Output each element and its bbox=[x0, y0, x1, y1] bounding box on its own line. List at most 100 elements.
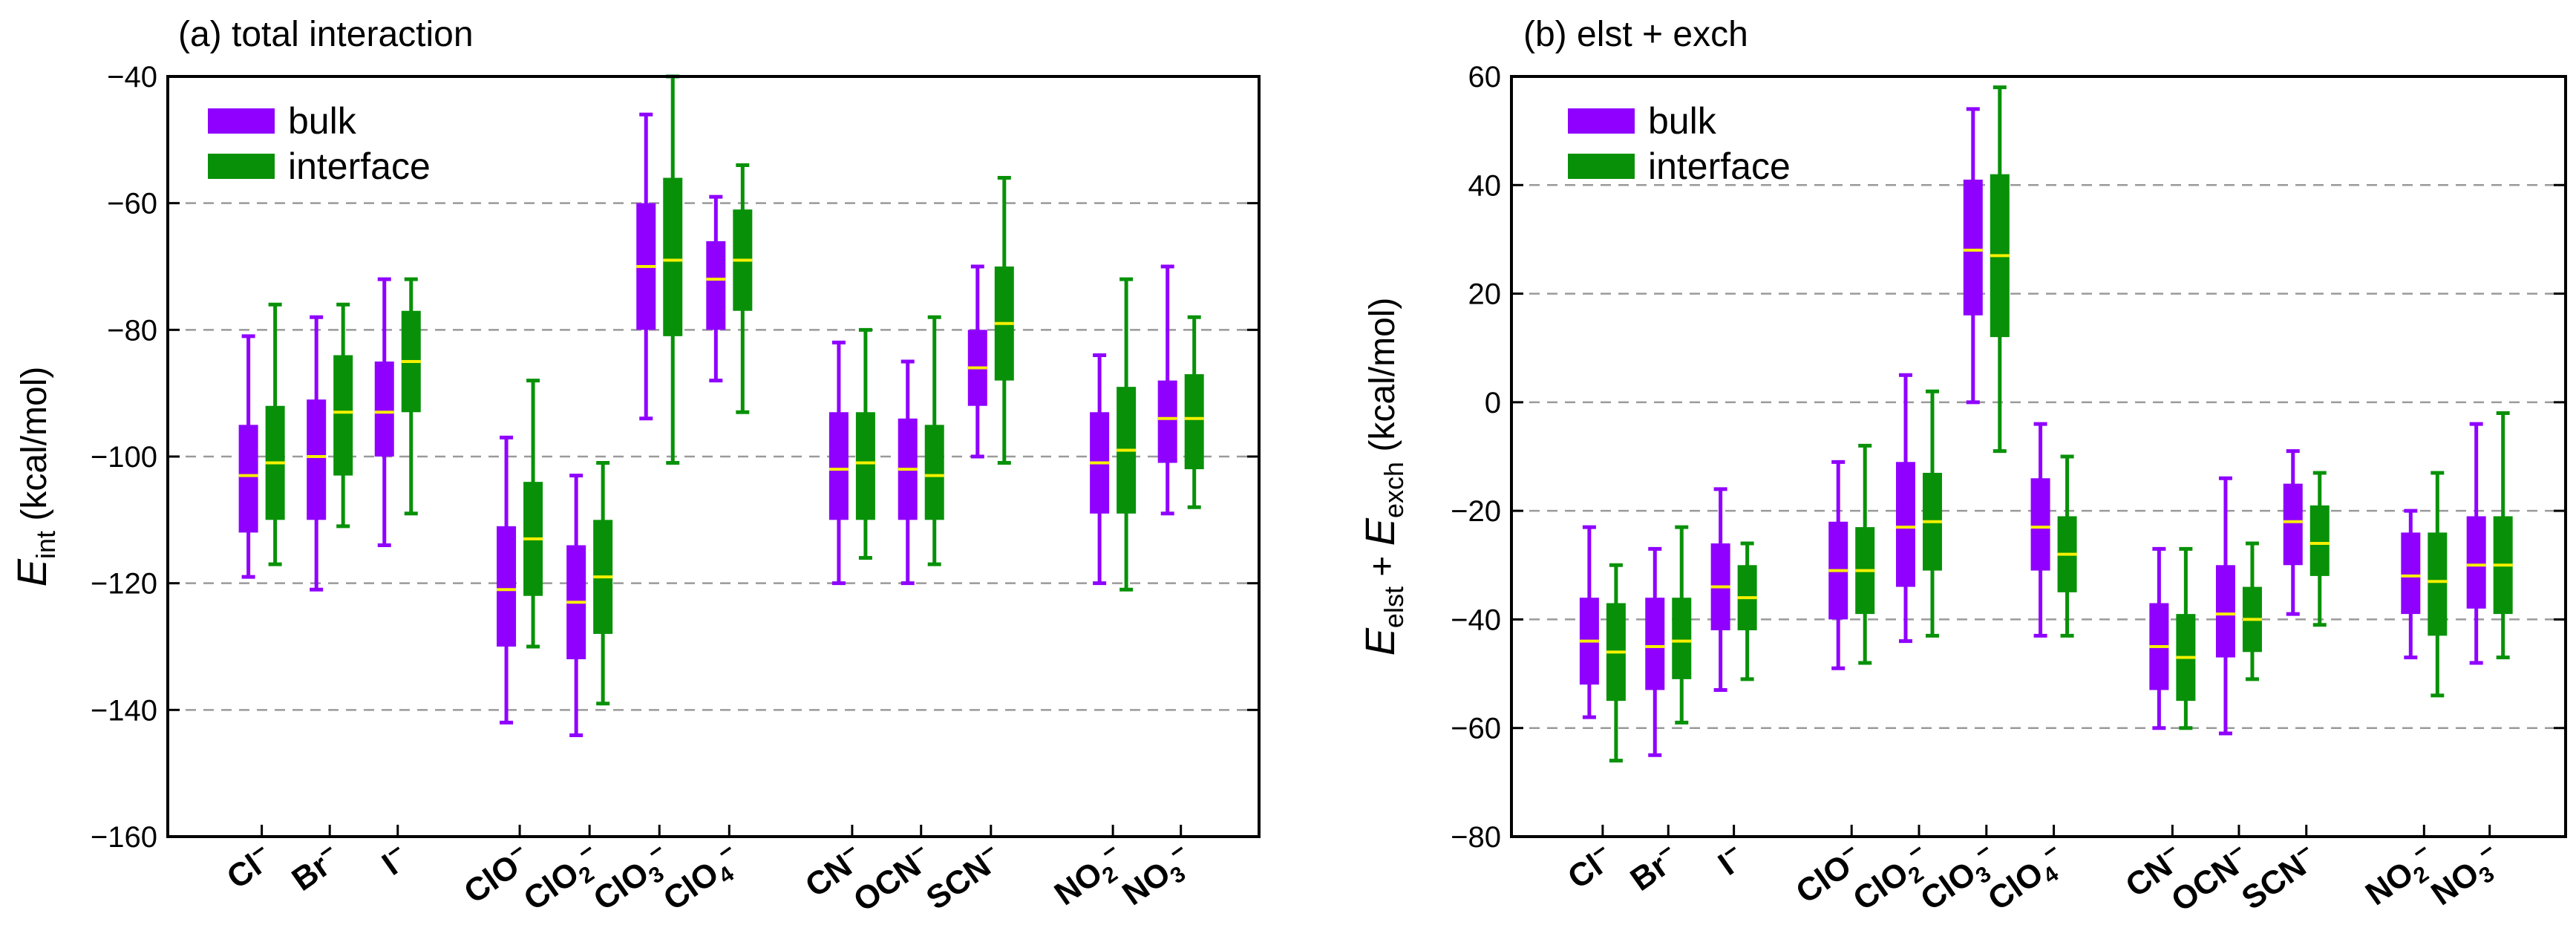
bulk-box bbox=[636, 112, 656, 421]
iqr-box bbox=[497, 526, 517, 647]
panel-a-boxes bbox=[238, 74, 1204, 737]
iqr-box bbox=[706, 241, 726, 330]
bulk-box bbox=[1963, 107, 1983, 405]
bulk-box bbox=[967, 264, 987, 459]
ion-charge: − bbox=[572, 836, 599, 866]
panel-b-x-ticks: Cl− Br− I− ClO−ClO2−ClO3−ClO4− CN−OCN−SCN−NO… bbox=[1559, 825, 2511, 922]
bulk-box bbox=[2401, 509, 2421, 660]
panel-b-frame bbox=[1510, 75, 2567, 838]
panel-a: (a) total interaction −160 −140 −120 −100 −8… bbox=[8, 15, 1261, 922]
y-tick-label: −20 bbox=[1451, 495, 1501, 528]
iqr-box bbox=[663, 177, 683, 336]
interface-box bbox=[1606, 563, 1626, 763]
panel-b-gridlines bbox=[1511, 184, 2566, 729]
iqr-box bbox=[2466, 516, 2486, 609]
ion-formula: ClO bbox=[587, 854, 656, 918]
ion-formula: ClO bbox=[1914, 854, 1982, 918]
y-tick-label: −60 bbox=[1451, 713, 1501, 745]
iqr-box bbox=[2428, 532, 2448, 636]
y-tick-label: −40 bbox=[107, 61, 157, 94]
legend-interface-label: interface bbox=[1648, 145, 1791, 187]
ion-charge: − bbox=[712, 836, 739, 866]
iqr-box bbox=[374, 362, 394, 457]
panel-b-legend: bulk interface bbox=[1568, 100, 1791, 187]
x-tick-label: I− bbox=[373, 836, 416, 883]
panel-a-title: (a) total interaction bbox=[178, 15, 474, 54]
ion-formula: ClO bbox=[1981, 854, 2050, 918]
y-tick-label: −80 bbox=[107, 314, 157, 347]
x-tick-label: ClO2− bbox=[514, 836, 610, 922]
bulk-box bbox=[898, 359, 918, 586]
ion-formula: NO bbox=[1048, 854, 1109, 912]
bulk-box bbox=[2149, 546, 2169, 730]
iqr-box bbox=[1184, 374, 1204, 470]
iqr-box bbox=[2401, 532, 2421, 615]
legend-bulk-label: bulk bbox=[1648, 100, 1717, 142]
interface-box bbox=[593, 461, 613, 706]
y-tick-label: 20 bbox=[1468, 278, 1502, 311]
interface-box bbox=[994, 176, 1014, 465]
iqr-box bbox=[2030, 478, 2050, 571]
bulk-box bbox=[1896, 373, 1915, 644]
bulk-box bbox=[238, 334, 258, 579]
iqr-box bbox=[1963, 179, 1983, 315]
bulk-box bbox=[1157, 264, 1177, 516]
x-tick-label: OCN− bbox=[845, 836, 939, 919]
y-tick-label: −140 bbox=[91, 694, 157, 727]
x-tick-label: ClO4− bbox=[1979, 836, 2075, 922]
bulk-box bbox=[2466, 422, 2486, 665]
ion-formula: NO bbox=[2425, 854, 2485, 912]
interface-box bbox=[2242, 541, 2262, 681]
bulk-box bbox=[828, 340, 849, 586]
interface-box bbox=[733, 163, 753, 414]
legend-interface-label: interface bbox=[288, 145, 431, 187]
interface-box bbox=[2428, 471, 2448, 698]
ion-formula: NO bbox=[1116, 854, 1177, 912]
iqr-box bbox=[924, 425, 944, 520]
y-tick-label: −60 bbox=[107, 188, 157, 220]
iqr-box bbox=[2283, 483, 2303, 566]
interface-box bbox=[1990, 85, 2010, 454]
y-tick-label: −80 bbox=[1451, 821, 1501, 854]
legend-interface-swatch bbox=[208, 154, 275, 179]
ion-charge: − bbox=[1902, 836, 1929, 866]
bulk-box bbox=[2215, 476, 2235, 736]
iqr-box bbox=[307, 399, 327, 520]
interface-box bbox=[523, 379, 543, 649]
interface-box bbox=[1672, 525, 1692, 725]
y-tick-label: 40 bbox=[1468, 169, 1502, 202]
bulk-box bbox=[1579, 525, 1599, 719]
interface-box bbox=[663, 74, 683, 465]
ion-formula: NO bbox=[2359, 854, 2420, 912]
x-tick-label: NO3− bbox=[1114, 836, 1202, 917]
interface-box bbox=[1923, 389, 1942, 638]
x-tick-label: NO2− bbox=[1045, 836, 1134, 917]
bulk-box bbox=[497, 435, 517, 725]
y-tick-label: −100 bbox=[91, 441, 157, 474]
panel-a-y-ticks: −160 −140 −120 −100 −80 −60 −40 bbox=[91, 61, 1259, 854]
ion-charge: − bbox=[2036, 836, 2063, 866]
bulk-box bbox=[1090, 353, 1110, 586]
x-tick-label: Cl− bbox=[1559, 836, 1621, 896]
bulk-box bbox=[374, 277, 394, 547]
interface-box bbox=[2176, 546, 2196, 730]
interface-box bbox=[2309, 471, 2330, 627]
interface-box bbox=[855, 327, 875, 560]
ion-charge: − bbox=[1164, 836, 1191, 866]
ion-formula: ClO bbox=[1847, 854, 1915, 918]
x-tick-label: NO3− bbox=[2422, 836, 2511, 917]
y-tick-label: −160 bbox=[91, 821, 157, 854]
x-tick-label: ClO2− bbox=[1844, 836, 1940, 922]
x-tick-label: Cl− bbox=[218, 836, 279, 896]
x-tick-label: SCN− bbox=[2233, 836, 2324, 917]
ion-formula: ClO bbox=[517, 854, 586, 918]
ion-charge: − bbox=[1969, 836, 1996, 866]
iqr-box bbox=[1645, 598, 1665, 690]
interface-box bbox=[333, 302, 353, 529]
interface-box bbox=[2057, 454, 2077, 638]
x-tick-label: I− bbox=[1709, 836, 1751, 883]
x-tick-label: ClO3− bbox=[1912, 836, 2007, 922]
y-tick-label: 0 bbox=[1485, 387, 1501, 419]
y-tick-label: −120 bbox=[91, 568, 157, 601]
panel-a-legend: bulk interface bbox=[208, 100, 431, 187]
